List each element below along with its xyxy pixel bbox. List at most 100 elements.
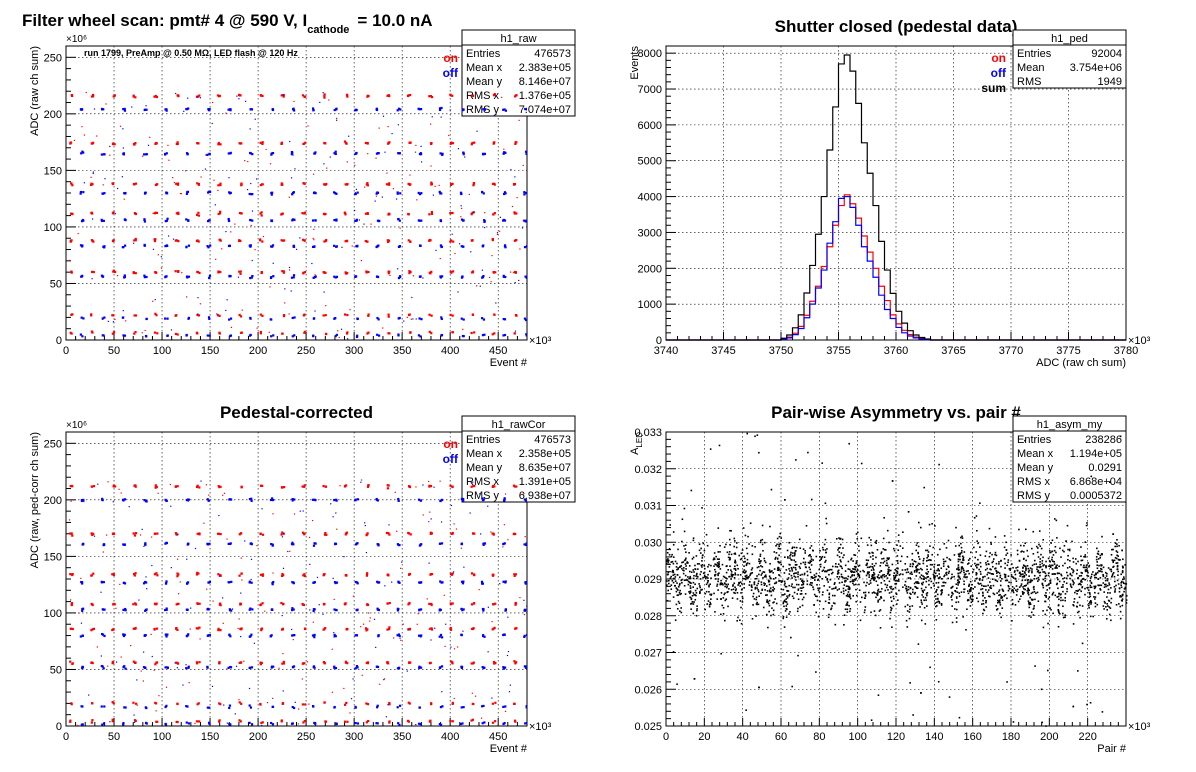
data-point: [271, 705, 274, 708]
data-point: [681, 561, 683, 564]
data-point: [951, 591, 953, 594]
data-point: [187, 722, 191, 725]
data-point: [1041, 721, 1043, 724]
data-point: [1080, 583, 1082, 586]
data-point: [335, 609, 338, 612]
data-point: [888, 557, 890, 559]
data-point: [122, 499, 125, 502]
data-point: [144, 108, 147, 111]
data-point: [197, 142, 200, 145]
data-point: [875, 596, 877, 599]
data-point: [376, 580, 379, 583]
data-point: [221, 597, 224, 599]
data-point: [121, 176, 123, 178]
data-point: [888, 570, 890, 573]
data-point: [122, 128, 124, 130]
data-point: [677, 594, 680, 596]
data-point: [219, 532, 222, 536]
data-point: [525, 581, 527, 584]
data-point: [452, 240, 455, 243]
data-point: [451, 602, 454, 605]
data-point: [301, 485, 304, 488]
data-point: [79, 108, 83, 111]
data-point: [931, 523, 933, 525]
data-point: [1090, 586, 1093, 589]
data-point: [428, 271, 431, 274]
data-point: [440, 521, 443, 523]
data-point: [375, 245, 378, 249]
data-point: [205, 588, 208, 590]
data-point: [344, 240, 347, 243]
data-point: [90, 721, 93, 724]
data-point: [957, 558, 960, 561]
data-point: [1069, 559, 1071, 562]
data-point: [998, 563, 1000, 565]
data-point: [240, 557, 242, 559]
data-point: [828, 602, 831, 604]
data-point: [119, 125, 122, 127]
data-point: [256, 545, 258, 547]
data-point: [176, 183, 179, 186]
data-point: [786, 595, 788, 597]
data-point: [164, 317, 167, 320]
data-point: [692, 539, 695, 542]
data-point: [717, 580, 719, 583]
data-point: [223, 492, 226, 494]
data-point: [153, 627, 156, 631]
data-point: [154, 211, 157, 214]
data-point: [828, 569, 830, 571]
data-point: [503, 721, 506, 725]
data-point: [438, 722, 441, 726]
data-point: [743, 587, 745, 589]
stats-label: Mean x: [466, 448, 503, 460]
data-point: [502, 546, 504, 548]
data-point: [716, 564, 719, 567]
data-point: [979, 577, 981, 580]
data-point: [462, 245, 465, 248]
data-point: [333, 706, 336, 709]
data-point: [377, 608, 380, 612]
data-point: [1104, 577, 1107, 579]
data-point: [417, 613, 419, 615]
data-point: [140, 670, 142, 672]
data-point: [1078, 575, 1081, 577]
data-point: [461, 275, 464, 278]
data-point: [354, 580, 357, 584]
data-point: [1066, 574, 1069, 577]
data-point: [849, 597, 852, 600]
data-point: [689, 592, 691, 595]
data-point: [979, 573, 982, 575]
data-point: [301, 212, 304, 215]
data-point: [525, 706, 527, 709]
data-point: [1053, 518, 1056, 520]
data-point: [837, 549, 839, 551]
data-point: [302, 314, 305, 317]
data-point: [280, 182, 283, 185]
data-point: [429, 95, 433, 98]
data-point: [877, 694, 880, 697]
data-point: [803, 557, 805, 560]
data-point: [1106, 605, 1109, 607]
data-point: [800, 593, 803, 595]
stats-value: 7.074e+07: [519, 104, 571, 116]
data-point: [879, 564, 882, 567]
data-point: [366, 603, 370, 606]
data-point: [523, 599, 525, 601]
data-point: [388, 720, 391, 723]
data-point: [397, 633, 400, 636]
data-point: [845, 577, 847, 579]
data-point: [1097, 578, 1100, 580]
data-point: [460, 543, 463, 546]
data-point: [491, 255, 493, 257]
data-point: [266, 702, 269, 704]
data-point: [1006, 564, 1009, 567]
data-point: [324, 314, 327, 317]
data-point: [957, 579, 959, 581]
data-point: [376, 704, 379, 707]
data-point: [502, 705, 505, 708]
data-point: [403, 320, 405, 322]
data-point: [725, 577, 727, 579]
data-point: [280, 574, 284, 578]
data-point: [806, 583, 809, 586]
